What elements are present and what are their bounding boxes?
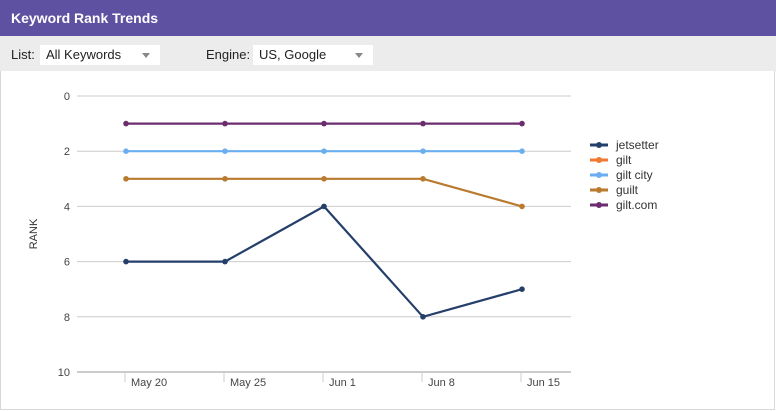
data-point — [519, 148, 525, 154]
filter-bar: List: All Keywords Engine: US, Google — [0, 36, 776, 71]
data-point — [321, 203, 327, 210]
data-point — [222, 258, 228, 265]
x-tick-label: Jun 15 — [527, 377, 560, 389]
y-tick-label: 4 — [64, 201, 70, 213]
data-point — [519, 203, 525, 210]
widget-title: Keyword Rank Trends — [0, 0, 776, 36]
chevron-down-icon — [355, 53, 363, 58]
y-tick-label: 10 — [58, 367, 70, 379]
y-tick-label: 6 — [64, 257, 70, 269]
series-line-guilt — [126, 177, 523, 208]
data-point — [420, 120, 426, 127]
data-point — [321, 120, 327, 127]
legend-label: gilt — [616, 153, 632, 167]
data-point — [222, 176, 228, 182]
y-tick-label: 0 — [64, 91, 70, 103]
engine-label: Engine: — [206, 47, 251, 62]
rank-chart: 0 2 4 6 8 10 RANK May 20 May 25 Jun 1 Jun 8 Jun 15 j… — [28, 91, 659, 389]
x-tick-label: Jun 8 — [428, 377, 455, 389]
legend-label: gilt.com — [616, 198, 657, 212]
chevron-down-icon — [142, 53, 150, 58]
data-point — [519, 120, 525, 127]
engine-value: US, Google — [259, 47, 327, 62]
data-point — [420, 314, 426, 320]
legend-marker — [596, 202, 602, 208]
x-tick-label: Jun 1 — [329, 377, 356, 389]
data-point — [123, 120, 129, 127]
x-tick-label: May 25 — [230, 377, 266, 389]
y-tick-label: 8 — [64, 312, 70, 324]
data-point — [420, 176, 426, 182]
x-tick-label: May 20 — [131, 377, 167, 389]
data-point — [222, 120, 228, 127]
engine-select[interactable]: US, Google — [253, 45, 373, 65]
legend-marker — [596, 142, 602, 148]
data-point — [321, 176, 327, 182]
data-point — [321, 148, 327, 154]
legend-label: jetsetter — [615, 138, 659, 152]
legend-marker — [596, 157, 602, 163]
list-select[interactable]: All Keywords — [40, 45, 160, 65]
legend-label: guilt — [616, 183, 639, 197]
legend-marker — [596, 187, 602, 193]
data-point — [222, 148, 228, 154]
data-point — [519, 286, 525, 292]
data-point — [123, 148, 129, 154]
data-point — [420, 148, 426, 154]
legend-marker — [596, 172, 602, 178]
legend-label: gilt city — [616, 168, 653, 182]
y-tick-label: 2 — [64, 146, 70, 158]
list-value: All Keywords — [46, 47, 122, 62]
data-point — [123, 176, 129, 182]
list-label: List: — [11, 47, 35, 62]
y-axis-label: RANK — [28, 218, 40, 249]
data-point — [123, 258, 129, 265]
